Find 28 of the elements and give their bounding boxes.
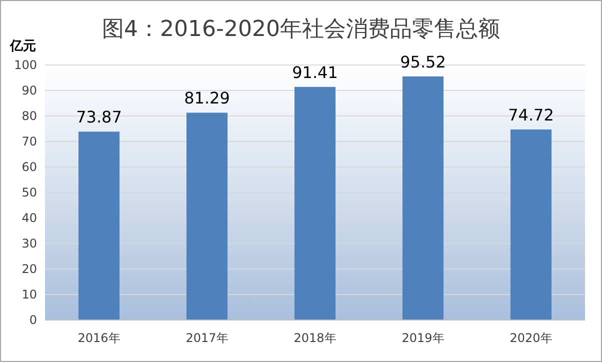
x-tick-label: 2018年: [294, 331, 336, 345]
data-label: 73.87: [76, 108, 122, 127]
y-axis-title: 亿元: [9, 39, 36, 54]
y-tick-label: 0: [29, 313, 37, 328]
data-label: 81.29: [184, 88, 230, 108]
y-tick-label: 80: [22, 109, 37, 124]
chart-title: 图4：2016-2020年社会消费品零售总额: [102, 17, 500, 42]
y-tick-label: 90: [22, 84, 37, 98]
x-tick-label: 2020年: [510, 331, 552, 345]
bar: [402, 76, 444, 320]
y-tick-label: 30: [22, 236, 37, 251]
bar: [294, 86, 336, 320]
y-tick-label: 20: [22, 262, 37, 276]
y-tick-label: 40: [22, 211, 37, 226]
bar: [186, 112, 228, 320]
data-label: 91.41: [292, 62, 338, 82]
y-tick-label: 70: [22, 134, 37, 149]
y-tick-label: 10: [22, 288, 37, 302]
x-tick-label: 2016年: [78, 331, 120, 345]
x-tick-label: 2017年: [186, 331, 228, 345]
y-tick-label: 100: [14, 58, 37, 72]
data-label: 74.72: [508, 105, 554, 124]
y-tick-label: 50: [22, 186, 37, 200]
data-label: 95.52: [400, 52, 446, 72]
x-tick-label: 2019年: [402, 331, 444, 345]
y-tick-label: 60: [22, 160, 37, 174]
bar: [78, 132, 120, 320]
bar: [510, 129, 552, 320]
